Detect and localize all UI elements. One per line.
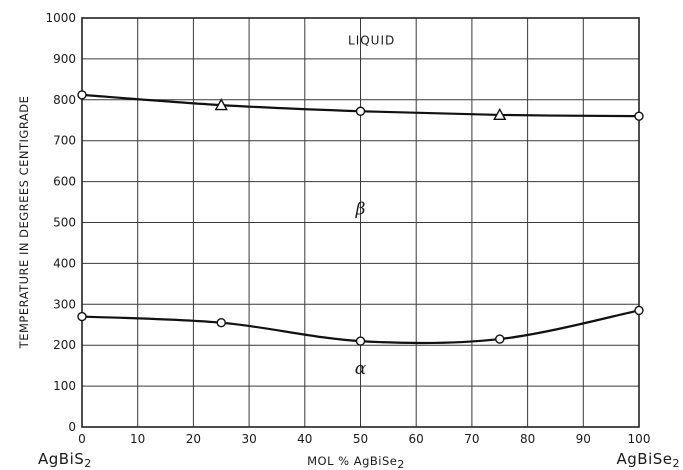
series-1-point-2 [355,336,366,346]
y-axis-title: TEMPERATURE IN DEGREES CENTIGRADE [17,96,31,350]
region-label-liquid: LIQUID [348,34,395,48]
end-label-right-main: AgBiSe [617,450,673,468]
end-label-left: AgBiS2 [38,450,92,470]
x-tick-label-10: 10 [130,432,145,446]
end-label-left-main: AgBiS [38,450,84,468]
x-tick-label-70: 70 [464,432,479,446]
x-axis-title: MOL % AgBiSe2 [307,454,405,470]
series-0-point-1-triangle [214,98,228,111]
x-tick-labels: 0 10 20 30 40 50 60 70 80 90 100 [78,432,650,446]
end-label-right: AgBiSe2 [617,450,681,470]
end-label-left-subscript: 2 [84,457,92,470]
series-1-point-1 [216,318,226,328]
y-tick-labels: 0 100 200 300 400 500 600 700 800 900 1000 [45,11,76,434]
y-tick-label-100: 100 [53,379,76,393]
series-0-point-0 [77,90,87,100]
end-label-right-subscript: 2 [673,457,681,470]
y-tick-label-0: 0 [68,420,76,434]
x-tick-label-40: 40 [297,432,312,446]
x-tick-label-0: 0 [78,432,86,446]
y-tick-label-300: 300 [53,297,76,311]
y-tick-label-1000: 1000 [45,11,76,25]
x-tick-label-60: 60 [409,432,424,446]
x-tick-label-30: 30 [241,432,256,446]
x-tick-label-90: 90 [576,432,591,446]
series-1-point-0 [77,311,87,322]
plot-frame [81,17,640,428]
series-0-point-3-triangle [493,107,507,121]
series-0-point-4 [634,111,644,121]
x-tick-label-20: 20 [186,432,201,446]
data-point-markers [77,90,644,346]
series-0-point-2 [355,106,366,116]
series-1-point-4 [634,305,644,316]
y-tick-label-400: 400 [53,256,76,270]
y-tick-label-800: 800 [53,93,76,107]
x-tick-label-100: 100 [628,432,651,446]
y-tick-label-200: 200 [53,338,76,352]
x-axis-title-subscript: 2 [397,458,405,470]
x-tick-label-80: 80 [520,432,535,446]
y-tick-label-600: 600 [53,175,76,189]
region-label-beta: β [355,199,366,219]
y-tick-label-500: 500 [53,216,76,230]
y-tick-label-700: 700 [53,134,76,148]
x-axis-title-main: MOL % AgBiSe [307,454,397,468]
y-tick-label-900: 900 [53,52,76,66]
region-label-alpha: α [355,359,367,379]
series-1-point-3 [495,334,505,344]
x-tick-label-50: 50 [353,432,368,446]
